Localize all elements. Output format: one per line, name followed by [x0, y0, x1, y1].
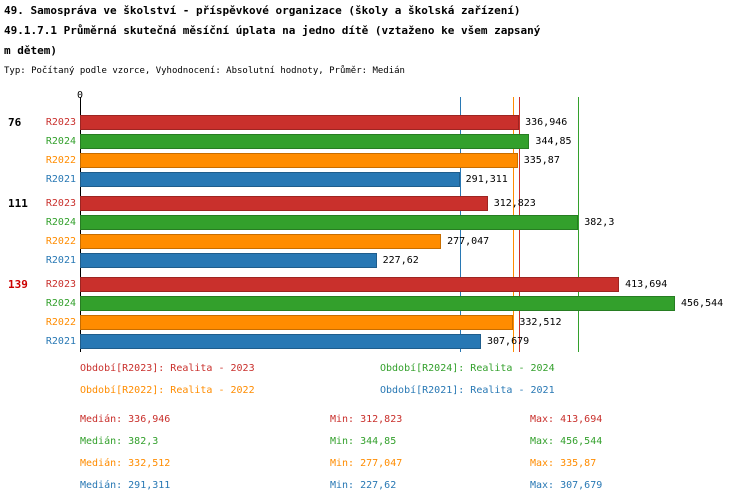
bar-value-label: 277,047	[447, 236, 490, 247]
bar-139-r2024	[80, 296, 675, 311]
bar-value-label: 382,3	[584, 217, 615, 228]
series-label-r2021: R2021	[45, 255, 76, 266]
indicator-meta: Typ: Počítaný podle vzorce, Vyhodnocení:…	[4, 66, 405, 76]
series-label-r2021: R2021	[45, 174, 76, 185]
indicator-title: 49.1.7.1 Průměrná skutečná měsíční úplat…	[4, 24, 541, 37]
bar-value-label: 413,694	[625, 279, 668, 290]
bar-76-r2023	[80, 115, 520, 130]
stat-max-r2024: Max: 456,544	[530, 436, 603, 447]
bar-value-label: 332,512	[519, 317, 562, 328]
bar-value-label: 307,679	[486, 336, 530, 347]
series-label-r2023: R2023	[45, 117, 76, 128]
bar-111-r2021	[80, 253, 377, 268]
group-label-111: 111	[8, 197, 28, 210]
bar-76-r2021	[80, 172, 460, 187]
bar-139-r2022	[80, 315, 514, 330]
series-label-r2021: R2021	[45, 336, 76, 347]
stat-median-r2022: Medián: 332,512	[80, 458, 171, 469]
bar-value-label: 227,62	[382, 255, 419, 266]
stat-min-r2023: Min: 312,823	[330, 414, 403, 425]
bar-value-label: 291,311	[465, 174, 508, 185]
bar-value-label: 344,85	[535, 136, 572, 147]
bar-111-r2023	[80, 196, 488, 211]
stat-median-r2021: Medián: 291,311	[80, 480, 171, 491]
stat-min-r2022: Min: 277,047	[330, 458, 403, 469]
series-label-r2022: R2022	[45, 155, 76, 166]
series-label-r2023: R2023	[45, 279, 76, 290]
bar-139-r2023	[80, 277, 620, 292]
bar-76-r2022	[80, 153, 518, 168]
group-label-76: 76	[8, 116, 22, 129]
axis-origin-label: 0	[76, 90, 84, 101]
legend-item-r2021: Období[R2021]: Realita - 2021	[380, 385, 555, 396]
bar-value-label: 335,87	[523, 155, 560, 166]
group-label-139: 139	[8, 278, 28, 291]
stat-max-r2022: Max: 335,87	[530, 458, 597, 469]
series-label-r2024: R2024	[45, 217, 76, 228]
bar-111-r2024	[80, 215, 579, 230]
bar-76-r2024	[80, 134, 530, 149]
report-title: 49. Samospráva ve školství - příspěvkové…	[4, 4, 521, 17]
bar-value-label: 456,544	[681, 298, 724, 309]
series-label-r2024: R2024	[45, 298, 76, 309]
legend-item-r2022: Období[R2022]: Realita - 2022	[80, 385, 255, 396]
stat-median-r2024: Medián: 382,3	[80, 436, 159, 447]
median-line-r2024	[578, 97, 580, 352]
series-label-r2023: R2023	[45, 198, 76, 209]
stat-min-r2021: Min: 227,62	[330, 480, 397, 491]
stat-max-r2023: Max: 413,694	[530, 414, 603, 425]
series-label-r2022: R2022	[45, 317, 76, 328]
stat-median-r2023: Medián: 336,946	[80, 414, 171, 425]
indicator-title-continued: m dětem)	[4, 44, 57, 57]
legend-item-r2024: Období[R2024]: Realita - 2024	[380, 363, 555, 374]
series-label-r2024: R2024	[45, 136, 76, 147]
bar-139-r2021	[80, 334, 481, 349]
series-label-r2022: R2022	[45, 236, 76, 247]
bar-value-label: 312,823	[493, 198, 536, 209]
bar-111-r2022	[80, 234, 442, 249]
stat-min-r2024: Min: 344,85	[330, 436, 397, 447]
legend-item-r2023: Období[R2023]: Realita - 2023	[80, 363, 255, 374]
bar-value-label: 336,946	[525, 117, 568, 128]
stat-max-r2021: Max: 307,679	[530, 480, 603, 491]
